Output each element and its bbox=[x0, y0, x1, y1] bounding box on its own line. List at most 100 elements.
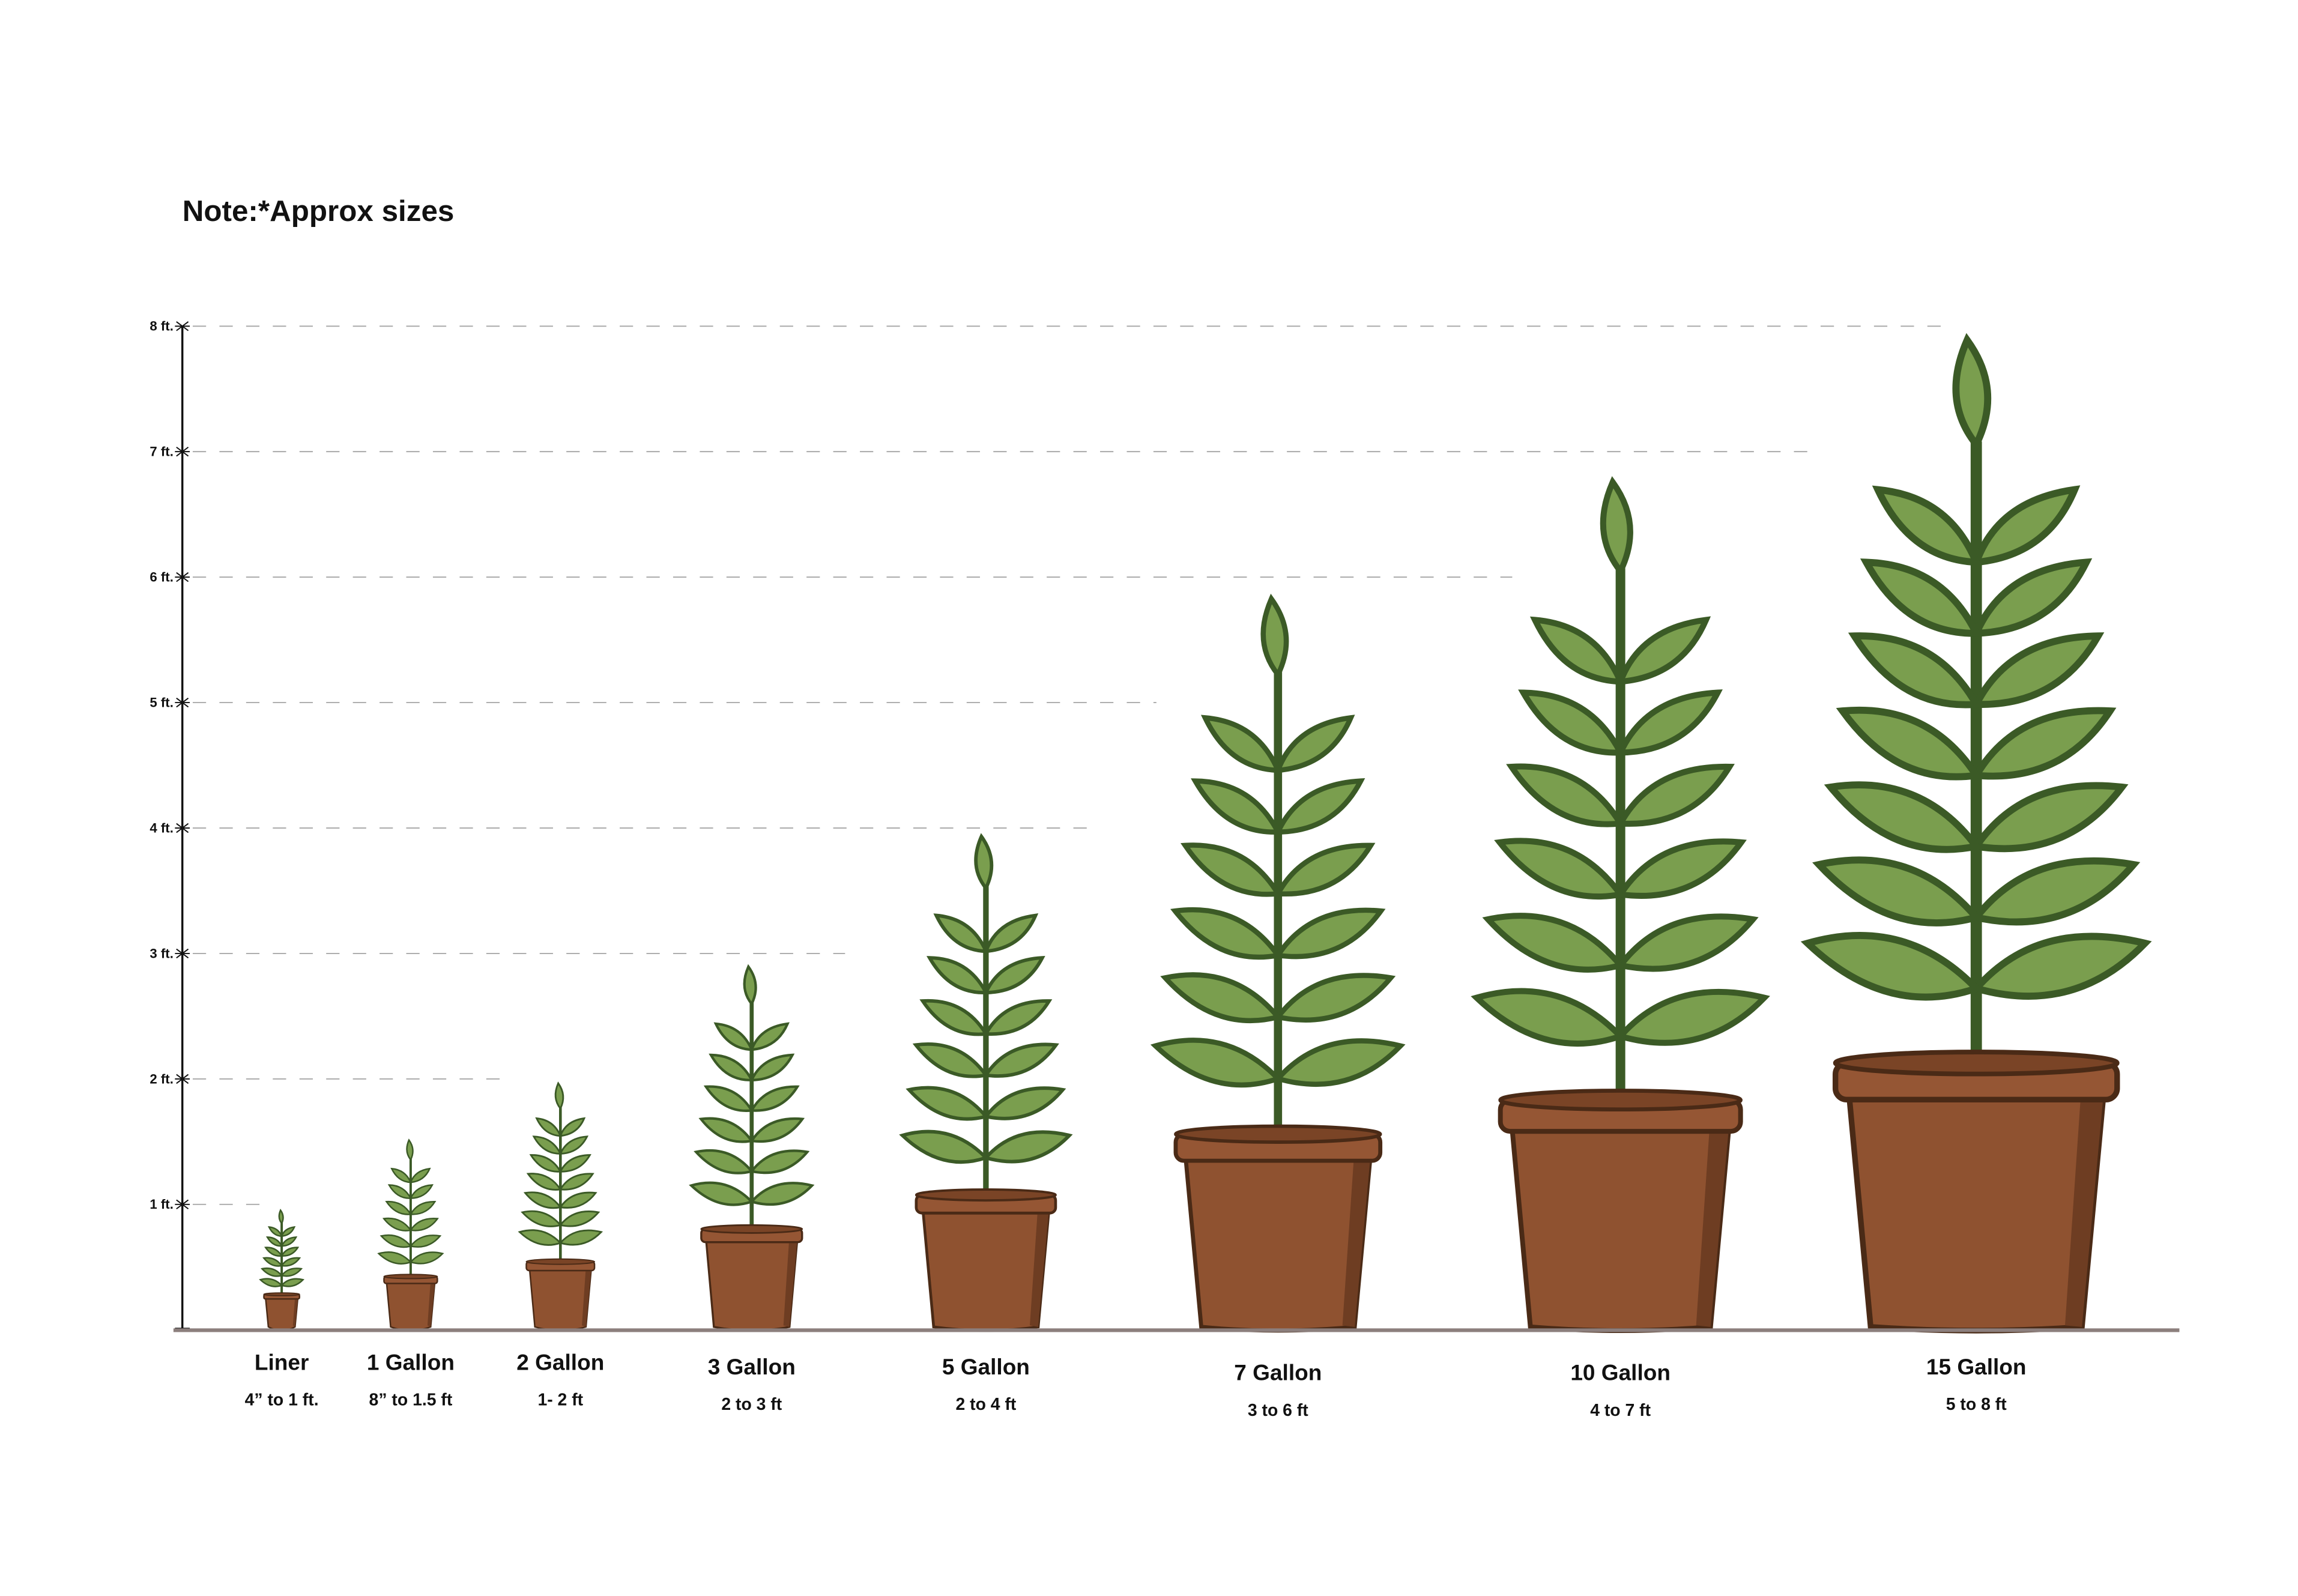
leaf bbox=[266, 1236, 283, 1247]
height-range-label: 4” to 1 ft. bbox=[245, 1391, 319, 1410]
leaf bbox=[1615, 913, 1759, 972]
y-tick-label: 5 ft. bbox=[150, 695, 174, 710]
leaf bbox=[1952, 333, 1992, 452]
plants bbox=[259, 333, 2152, 1334]
leaf bbox=[982, 1130, 1073, 1164]
leaf bbox=[529, 1154, 562, 1173]
leaf bbox=[912, 1042, 989, 1078]
leaf bbox=[1812, 856, 1983, 926]
size-label: 3 Gallon bbox=[708, 1354, 796, 1379]
plant-1-gallon bbox=[377, 1138, 444, 1332]
leaf bbox=[703, 1085, 754, 1112]
leaf bbox=[559, 1135, 589, 1155]
leaf bbox=[1170, 907, 1283, 960]
leaf bbox=[523, 1191, 562, 1209]
leaf bbox=[974, 833, 994, 892]
leaf bbox=[1600, 476, 1633, 577]
leaf bbox=[749, 1022, 790, 1051]
leaf bbox=[1800, 932, 1983, 1001]
leaf bbox=[1150, 1038, 1283, 1088]
leaf bbox=[406, 1138, 414, 1161]
leaf bbox=[409, 1184, 434, 1199]
height-range-label: 1- 2 ft bbox=[537, 1391, 583, 1410]
leaf bbox=[409, 1201, 437, 1215]
pot bbox=[1498, 1089, 1743, 1333]
leaf bbox=[1160, 972, 1283, 1024]
leaf bbox=[1971, 558, 2093, 637]
plant-2-gallon bbox=[518, 1081, 603, 1332]
leaf bbox=[933, 913, 989, 954]
pot bbox=[915, 1188, 1057, 1332]
size-label: 1 Gallon bbox=[367, 1349, 455, 1374]
tick-mark bbox=[175, 572, 190, 582]
leaf bbox=[698, 1117, 754, 1143]
plant-7-gallon bbox=[1150, 593, 1406, 1333]
leaf bbox=[1181, 842, 1283, 897]
leaf bbox=[1260, 593, 1289, 680]
leaf bbox=[982, 1042, 1059, 1078]
plant-10-gallon bbox=[1471, 476, 1770, 1333]
plant-15-gallon bbox=[1800, 333, 2152, 1334]
y-tick-label: 8 ft. bbox=[150, 319, 174, 334]
leaf bbox=[1482, 913, 1626, 973]
y-tick-label: 7 ft. bbox=[150, 444, 174, 459]
leaf bbox=[390, 1167, 412, 1183]
leaf bbox=[1506, 763, 1626, 827]
tick-mark bbox=[175, 446, 190, 457]
y-tick-label: 4 ft. bbox=[150, 820, 174, 835]
leaf bbox=[526, 1173, 562, 1191]
leaf bbox=[409, 1235, 442, 1248]
tick-mark bbox=[175, 1199, 190, 1210]
leaf bbox=[559, 1154, 591, 1173]
leaf bbox=[749, 1085, 800, 1112]
leaf bbox=[1273, 1038, 1406, 1087]
leaf bbox=[280, 1236, 298, 1247]
size-label: 10 Gallon bbox=[1570, 1360, 1671, 1385]
height-range-label: 2 to 3 ft bbox=[721, 1395, 782, 1414]
leaf bbox=[262, 1257, 283, 1267]
leaf bbox=[1191, 778, 1283, 835]
size-label: 5 Gallon bbox=[942, 1354, 1030, 1379]
x-labels: Liner 4” to 1 ft. 1 Gallon 8” to 1.5 ft 2 Ga… bbox=[245, 1349, 2027, 1420]
height-range-label: 3 to 6 ft bbox=[1248, 1401, 1308, 1420]
leaf bbox=[558, 1173, 594, 1191]
pot bbox=[1832, 1050, 2120, 1334]
leaf bbox=[1970, 933, 2152, 1000]
size-label: 2 Gallon bbox=[516, 1349, 604, 1374]
size-label: Liner bbox=[255, 1349, 309, 1374]
leaf bbox=[264, 1247, 283, 1257]
note-text: Note:*Approx sizes bbox=[183, 195, 455, 228]
leaf bbox=[749, 1053, 795, 1081]
leaf bbox=[689, 1181, 754, 1206]
leaf bbox=[1848, 632, 1982, 709]
height-range-label: 8” to 1.5 ft bbox=[369, 1391, 453, 1410]
leaf bbox=[1494, 838, 1626, 900]
leaf bbox=[379, 1234, 413, 1248]
leaf bbox=[521, 1210, 562, 1227]
leaf bbox=[558, 1229, 603, 1246]
leaf bbox=[1274, 907, 1386, 960]
leaf bbox=[259, 1278, 283, 1287]
leaf bbox=[982, 1086, 1066, 1120]
size-label: 7 Gallon bbox=[1234, 1360, 1322, 1385]
leaf bbox=[1616, 616, 1711, 685]
leaf bbox=[280, 1226, 296, 1238]
leaf bbox=[535, 1117, 562, 1137]
leaf bbox=[1518, 689, 1625, 756]
tick-mark bbox=[175, 823, 190, 833]
leaf bbox=[280, 1268, 303, 1277]
leaf bbox=[749, 1117, 805, 1143]
leaf bbox=[694, 1149, 754, 1174]
leaf bbox=[558, 1211, 600, 1227]
tick-mark bbox=[175, 948, 190, 959]
leaf bbox=[382, 1217, 413, 1232]
y-tick-label: 6 ft. bbox=[150, 570, 174, 585]
leaf bbox=[926, 956, 989, 994]
leaf bbox=[899, 1129, 990, 1164]
leaf bbox=[713, 1022, 754, 1051]
tick-mark bbox=[175, 697, 190, 708]
leaf bbox=[1273, 973, 1396, 1023]
leaf bbox=[410, 1167, 431, 1183]
leaf bbox=[1200, 715, 1282, 773]
leaf bbox=[1615, 838, 1747, 899]
